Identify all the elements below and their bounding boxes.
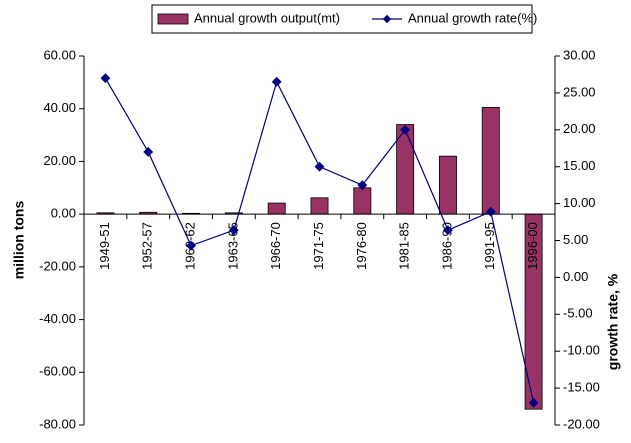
x-tick-label: 1949-51 (97, 222, 112, 270)
x-tick-label: 1971-75 (311, 222, 326, 270)
marker (357, 180, 368, 191)
y-tick-label: -40.00 (39, 311, 76, 326)
y-tick-label: -80.00 (39, 416, 76, 431)
x-tick-label: 1986-90 (439, 222, 454, 270)
y-axis-title: million tons (11, 201, 27, 280)
bar (310, 197, 329, 215)
x-tick-label: 1996-00 (525, 222, 540, 270)
y-tick-label: 60.00 (43, 47, 76, 62)
y2-axis-title: growth rate, % (605, 273, 621, 370)
y2-tick-label: 15.00 (563, 158, 596, 173)
legend-swatch (157, 13, 189, 25)
marker (314, 161, 325, 172)
x-tick-label: 1991-95 (482, 222, 497, 270)
y2-tick-label: -10.00 (563, 343, 600, 358)
marker (271, 76, 282, 87)
y2-tick-label: -20.00 (563, 416, 600, 431)
y2-tick-label: -15.00 (563, 380, 600, 395)
legend-marker (382, 14, 392, 24)
y-tick-label: -20.00 (39, 258, 76, 273)
y2-tick-label: 0.00 (563, 269, 588, 284)
marker (528, 397, 539, 408)
y-tick-label: 40.00 (43, 100, 76, 115)
y-tick-label: -60.00 (39, 364, 76, 379)
x-tick-label: 1963-65 (225, 222, 240, 270)
bar (267, 202, 286, 215)
legend-label: Annual growth output(mt) (194, 10, 340, 25)
y2-tick-label: 25.00 (563, 84, 596, 99)
y2-tick-label: 5.00 (563, 232, 588, 247)
marker (143, 146, 154, 157)
bar (481, 106, 500, 215)
marker (443, 225, 453, 236)
y2-tick-label: 30.00 (563, 47, 596, 62)
y2-tick-label: 10.00 (563, 195, 596, 210)
legend-box (151, 4, 533, 34)
marker (186, 240, 196, 251)
legend-label: Annual growth rate(%) (408, 10, 537, 25)
y2-tick-label: 20.00 (563, 121, 596, 136)
bar (438, 155, 457, 215)
x-tick-label: 1952-57 (140, 222, 155, 270)
marker (228, 225, 239, 236)
marker (485, 206, 496, 217)
x-tick-label: 1966-70 (268, 222, 283, 270)
marker (100, 73, 111, 84)
y-tick-label: 0.00 (51, 206, 76, 221)
y2-tick-label: -5.00 (563, 306, 593, 321)
bar (353, 187, 372, 215)
x-tick-label: 1981-85 (397, 222, 412, 270)
y-tick-label: 20.00 (43, 153, 76, 168)
x-tick-label: 1976-80 (354, 222, 369, 270)
